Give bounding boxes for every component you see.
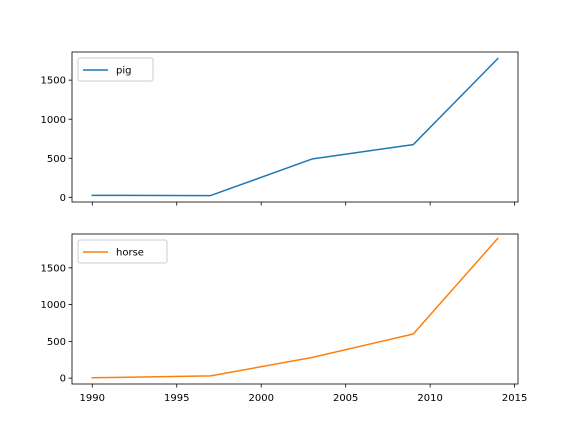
- y-tick-label: 1500: [41, 76, 66, 87]
- y-tick-label: 0: [60, 374, 66, 385]
- x-tick-label: 2000: [248, 393, 273, 404]
- x-tick-label: 2015: [502, 393, 527, 404]
- legend-label-pig: pig: [116, 66, 131, 77]
- y-tick-label: 1000: [41, 115, 66, 126]
- axes-frame: [71, 51, 519, 203]
- series-line-pig: [91, 57, 499, 197]
- y-tick-label: 500: [47, 154, 66, 165]
- legend: pig: [77, 57, 154, 82]
- axes-frame: [71, 233, 519, 385]
- y-tick-label: 1000: [41, 300, 66, 311]
- y-tick-label: 1500: [41, 263, 66, 274]
- axes-top: 0 500 1000 1500 pig: [41, 51, 519, 206]
- y-tick-label: 0: [60, 193, 66, 204]
- x-tick-label: 2005: [333, 393, 358, 404]
- x-tick-label: 1995: [164, 393, 189, 404]
- legend: horse: [77, 239, 168, 264]
- y-tick-label: 500: [47, 337, 66, 348]
- legend-frame: [77, 57, 154, 82]
- x-tick-label: 2010: [417, 393, 442, 404]
- x-tick-label: 1990: [80, 393, 105, 404]
- legend-frame: [77, 239, 168, 264]
- axes-bottom: 0 500 1000 1500 1990 1995 2000 2005 2010 2015 hors…: [41, 233, 527, 404]
- series-line-horse: [91, 237, 499, 379]
- legend-label-horse: horse: [116, 248, 144, 259]
